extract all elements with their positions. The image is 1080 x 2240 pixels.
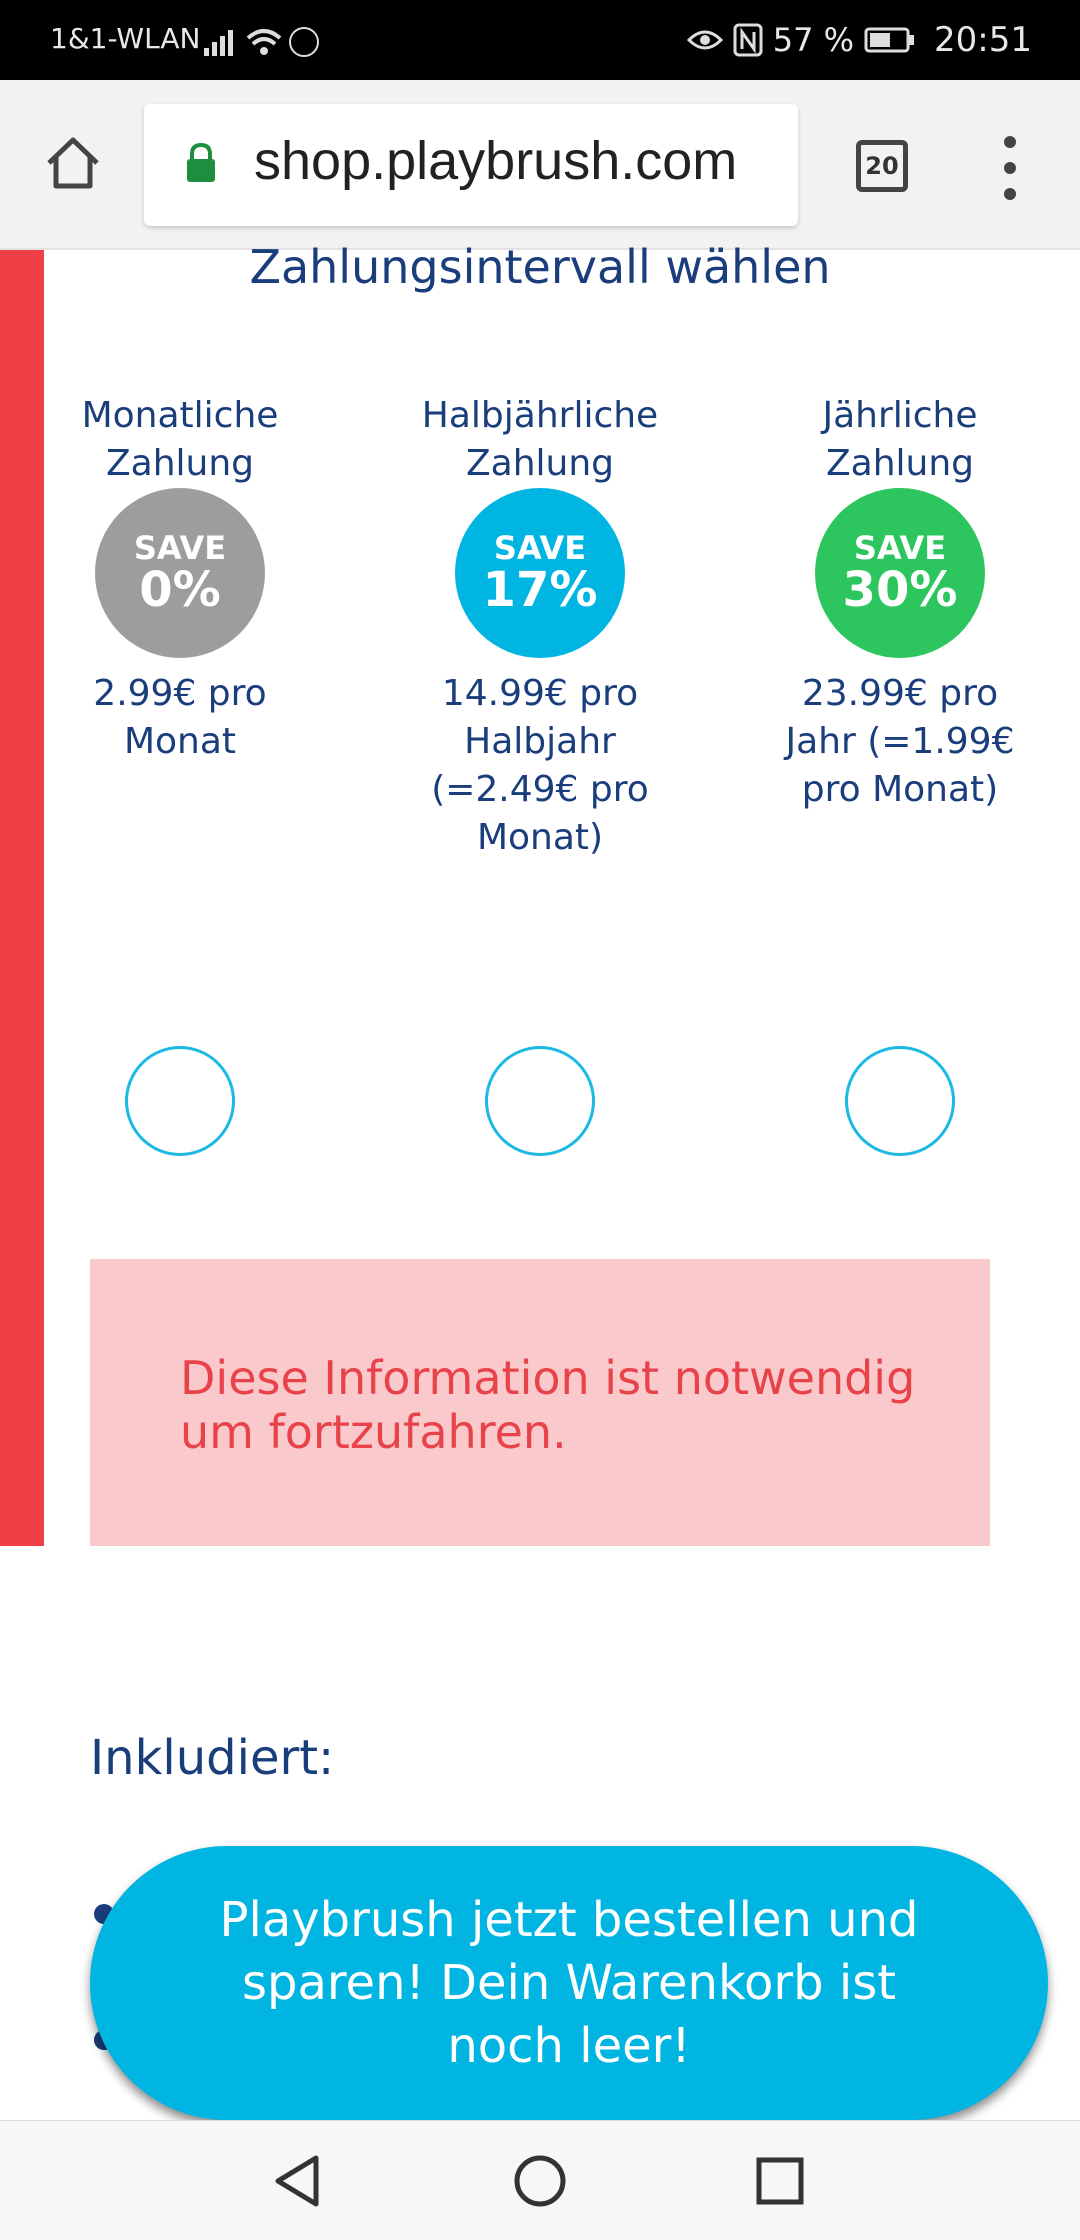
save-badge: SAVE 0% bbox=[95, 488, 265, 658]
save-percent: 17% bbox=[482, 562, 598, 618]
menu-dot-icon bbox=[1004, 188, 1016, 200]
option-label: Monatliche Zahlung bbox=[81, 395, 279, 484]
option-half-yearly[interactable]: Halbjährliche Zahlung SAVE 17% 14.99€ pr… bbox=[390, 392, 690, 862]
status-right: 57 % 20:51 bbox=[686, 18, 1032, 62]
address-bar[interactable]: shop.playbrush.com bbox=[144, 104, 798, 226]
back-triangle-icon bbox=[275, 2155, 319, 2207]
option-price: 2.99€ pro Monat bbox=[93, 673, 267, 762]
option-yearly[interactable]: Jährliche Zahlung SAVE 30% 23.99€ pro Ja… bbox=[750, 392, 1050, 814]
home-button[interactable] bbox=[38, 128, 108, 198]
menu-dot-icon bbox=[1004, 136, 1016, 148]
clock: 20:51 bbox=[934, 20, 1032, 60]
overflow-menu-button[interactable] bbox=[990, 136, 1030, 200]
option-price: 14.99€ pro Halbjahr (=2.49€ pro Monat) bbox=[431, 673, 649, 858]
error-indicator-bar bbox=[0, 250, 44, 1546]
eye-comfort-icon bbox=[686, 30, 723, 50]
nfc-icon bbox=[733, 23, 763, 57]
section-title: Zahlungsintervall wählen bbox=[249, 240, 831, 294]
option-price: 23.99€ pro Jahr (=1.99€ pro Monat) bbox=[785, 673, 1015, 810]
order-cta-button[interactable]: Playbrush jetzt bestellen und sparen! De… bbox=[90, 1846, 1048, 2120]
cta-text: Playbrush jetzt bestellen und sparen! De… bbox=[219, 1891, 919, 2074]
option-label: Halbjährliche Zahlung bbox=[421, 395, 659, 484]
save-word: SAVE bbox=[853, 529, 947, 567]
battery-percent: 57 % bbox=[772, 21, 855, 59]
save-percent: 30% bbox=[842, 562, 958, 618]
recents-button[interactable] bbox=[748, 2149, 812, 2213]
menu-dot-icon bbox=[1004, 162, 1016, 174]
save-percent: 0% bbox=[139, 562, 221, 618]
carrier-name: 1&1-WLAN bbox=[50, 22, 201, 55]
home-icon bbox=[47, 137, 99, 189]
error-message: Diese Information ist notwendig um fortz… bbox=[180, 1351, 916, 1459]
included-heading: Inkludiert: bbox=[90, 1730, 335, 1786]
home-circle-icon bbox=[514, 2155, 566, 2207]
save-badge: SAVE 30% bbox=[815, 488, 985, 658]
save-word: SAVE bbox=[133, 529, 227, 567]
save-word: SAVE bbox=[493, 529, 587, 567]
radio-monthly[interactable] bbox=[125, 1046, 235, 1156]
signal-wifi-icon bbox=[204, 27, 319, 57]
radio-yearly[interactable] bbox=[845, 1046, 955, 1156]
recents-square-icon bbox=[756, 2157, 804, 2205]
status-bar: 1&1-WLAN 57 % bbox=[0, 0, 1080, 80]
option-monthly[interactable]: Monatliche Zahlung SAVE 0% 2.99€ pro Mon… bbox=[30, 392, 330, 766]
home-nav-button[interactable] bbox=[508, 2149, 572, 2213]
error-message-box: Diese Information ist notwendig um fortz… bbox=[90, 1259, 990, 1546]
radio-half-yearly[interactable] bbox=[485, 1046, 595, 1156]
battery-icon bbox=[864, 27, 915, 53]
back-button[interactable] bbox=[266, 2149, 330, 2213]
tab-switcher-button[interactable]: 20 bbox=[856, 140, 908, 192]
system-nav-bar bbox=[0, 2120, 1080, 2240]
option-label: Jährliche Zahlung bbox=[822, 395, 978, 484]
url-text: shop.playbrush.com bbox=[254, 131, 738, 191]
lock-icon bbox=[187, 142, 215, 182]
save-badge: SAVE 17% bbox=[455, 488, 625, 658]
browser-toolbar: shop.playbrush.com 20 bbox=[0, 80, 1080, 250]
